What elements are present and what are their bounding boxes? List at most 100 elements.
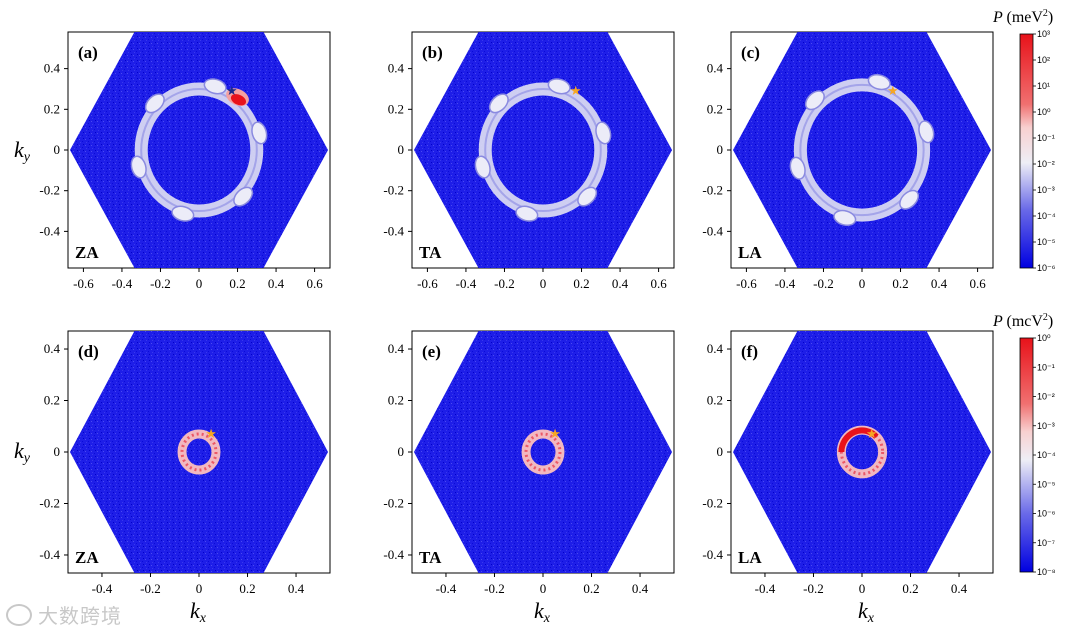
y-tick-label: -0.4 <box>383 223 404 238</box>
y-tick-label: -0.4 <box>702 223 723 238</box>
mode-label: LA <box>738 548 762 567</box>
panel-a: ★ (a) ZA -0.6 -0.4 -0.2 0 0.2 0.4 0.6 0.4 0.2 0 -0.2 -… <box>39 31 331 291</box>
scattering-ring-inner-contour <box>799 83 925 217</box>
ring-lobe <box>899 189 920 210</box>
x-tick-label: 0 <box>540 581 547 596</box>
brillouin-zone-hexagon <box>413 32 673 268</box>
x-axis-label-d-sub: x <box>199 611 207 626</box>
x-tick-label: 0.2 <box>902 581 918 596</box>
colorbar-tick-label: 10² <box>1037 55 1050 65</box>
ring-lobe <box>918 120 935 144</box>
ring-lobe <box>595 121 612 145</box>
marker-star-icon: ★ <box>887 84 899 99</box>
colorbar-tick-label: 10⁻⁴ <box>1037 450 1056 460</box>
marker-star-icon: ★ <box>570 84 582 99</box>
colorbar-tick-label: 10⁰ <box>1037 107 1051 117</box>
mode-label: TA <box>419 243 442 262</box>
y-axis-label-bottom: ky <box>14 438 31 466</box>
y-tick-label: -0.2 <box>702 495 723 510</box>
colorbar-tick-label: 10³ <box>1037 29 1050 39</box>
brillouin-zone-hexagon <box>413 331 673 573</box>
colorbar-tick-label: 10⁻⁶ <box>1037 263 1056 273</box>
x-axis-label-e-main: k <box>534 598 545 623</box>
panel-label: (a) <box>78 43 98 62</box>
ring-lobe <box>789 156 806 180</box>
y-tick-label: 0.2 <box>707 393 723 408</box>
hot-arc <box>838 427 879 453</box>
panel-d: ★ (d) ZA -0.4 -0.2 0 0.2 0.4 0.4 0.2 0 -0.2 -0.4 <box>39 330 331 596</box>
x-tick-label: 0.2 <box>573 276 589 291</box>
x-tick-label: 0 <box>196 581 203 596</box>
colorbar-gradient <box>1019 33 1034 269</box>
y-tick-label: -0.4 <box>702 547 723 562</box>
ring-lobe <box>251 121 268 145</box>
ring-lobe <box>130 155 147 179</box>
panel-b: ★ (b) TA -0.6 -0.4 -0.2 0 0.2 0.4 0.6 0.4 0.2 0 -0.2 -… <box>383 31 675 291</box>
y-tick-label: 0.4 <box>388 341 405 356</box>
marker-star-icon: ★ <box>866 427 878 442</box>
y-axis-label-top: ky <box>14 137 31 165</box>
ring-lobe <box>233 186 254 207</box>
colorbar-tick-label: 10⁻³ <box>1037 421 1055 431</box>
y-tick-label: 0 <box>717 142 724 157</box>
marker-star-icon: ★ <box>549 427 561 442</box>
y-tick-label: 0 <box>398 142 405 157</box>
brillouin-zone-hexagon <box>69 32 329 268</box>
ring-lobe <box>867 73 891 91</box>
y-tick-label: 0.2 <box>707 101 723 116</box>
panel-label: (b) <box>422 43 443 62</box>
scattering-ring-inner-contour <box>140 87 258 213</box>
x-tick-label: 0.2 <box>892 276 908 291</box>
mode-label: ZA <box>75 548 99 567</box>
y-tick-label: 0.4 <box>388 61 405 76</box>
x-tick-label: 0.6 <box>306 276 323 291</box>
colorbar-tick-label: 10⁻² <box>1037 159 1055 169</box>
marker-star-icon: ★ <box>205 427 217 442</box>
y-tick-label: -0.2 <box>702 183 723 198</box>
x-tick-label: -0.2 <box>484 581 505 596</box>
y-axis-label-bottom-sub: y <box>22 451 31 466</box>
x-tick-label: 0.4 <box>632 581 649 596</box>
x-tick-label: 0.2 <box>583 581 599 596</box>
x-tick-label: -0.4 <box>755 581 776 596</box>
panel-label: (c) <box>741 43 760 62</box>
x-tick-label: -0.4 <box>112 276 133 291</box>
x-tick-label: -0.4 <box>456 276 477 291</box>
x-tick-label: 0 <box>196 276 203 291</box>
x-axis-label-e-sub: x <box>543 611 551 626</box>
x-tick-label: 0.6 <box>650 276 667 291</box>
colorbar-gradient <box>1019 337 1034 573</box>
colorbar-tick-label: 10⁻⁶ <box>1037 509 1056 519</box>
x-axis-label-f-sub: x <box>867 611 875 626</box>
y-axis-label-bottom-main: k <box>14 438 25 463</box>
x-tick-label: 0 <box>540 276 547 291</box>
ring-lobe <box>474 155 491 179</box>
y-tick-label: 0.2 <box>388 393 404 408</box>
colorbar-tick-label: 10⁻² <box>1037 392 1055 402</box>
colorbar-tick-label: 10⁻⁵ <box>1037 479 1056 489</box>
colorbar-title-sup: 2 <box>1043 312 1048 323</box>
x-tick-label: 0 <box>859 276 866 291</box>
scattering-ring-dots <box>524 432 562 472</box>
x-axis-label-d-main: k <box>190 598 201 623</box>
ring-lobe <box>547 78 571 95</box>
panel-label: (f) <box>741 342 758 361</box>
ring-lobe <box>171 205 195 222</box>
y-tick-label: 0.2 <box>388 101 404 116</box>
colorbar-tick-label: 10⁻¹ <box>1037 362 1055 372</box>
colorbar-tick-label: 10¹ <box>1037 81 1050 91</box>
ring-lobe <box>804 90 825 111</box>
x-tick-label: -0.2 <box>140 581 161 596</box>
x-tick-label: -0.4 <box>436 581 457 596</box>
hot-region-core <box>230 94 247 106</box>
y-tick-label: 0.2 <box>44 101 60 116</box>
panel-c: ★ (c) LA -0.6 -0.4 -0.2 0 0.2 0.4 0.6 0.4 0.2 0 -0.2 -… <box>702 31 994 291</box>
x-tick-label: -0.6 <box>73 276 94 291</box>
colorbar-title-unit: (meV <box>1006 9 1043 26</box>
colorbar-title: P (meV2) <box>992 8 1053 26</box>
colorbar-tick-label: 10⁻³ <box>1037 185 1055 195</box>
colorbar-tick-label: 10⁻⁷ <box>1037 538 1055 548</box>
panel-label: (e) <box>422 342 441 361</box>
y-tick-label: -0.4 <box>39 547 60 562</box>
watermark: 大数跨境 <box>6 600 122 629</box>
